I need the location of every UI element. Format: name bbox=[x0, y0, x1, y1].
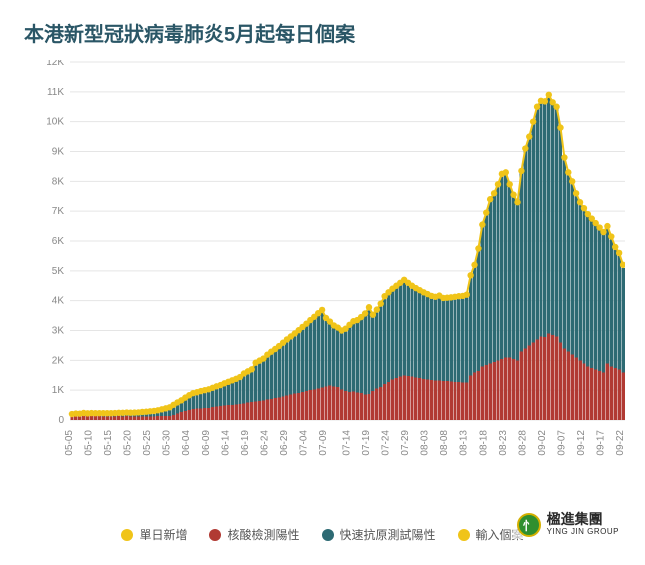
logo-en: YING JIN GROUP bbox=[547, 528, 619, 536]
svg-text:08-03: 08-03 bbox=[420, 430, 431, 456]
legend-item-pcr_positive: 核酸檢測陽性 bbox=[209, 526, 299, 543]
legend-swatch-icon bbox=[121, 529, 133, 541]
svg-text:05-25: 05-25 bbox=[142, 430, 153, 456]
legend-label: 單日新增 bbox=[139, 526, 187, 543]
svg-text:09-12: 09-12 bbox=[576, 430, 587, 456]
svg-text:06-24: 06-24 bbox=[259, 430, 270, 456]
svg-text:7K: 7K bbox=[52, 206, 65, 217]
svg-text:07-29: 07-29 bbox=[400, 430, 411, 456]
svg-text:06-04: 06-04 bbox=[181, 430, 192, 456]
legend-swatch-icon bbox=[458, 529, 470, 541]
svg-text:08-13: 08-13 bbox=[459, 430, 470, 456]
svg-text:0: 0 bbox=[58, 415, 64, 426]
svg-text:09-07: 09-07 bbox=[556, 430, 567, 456]
svg-text:08-28: 08-28 bbox=[517, 430, 528, 456]
svg-text:09-17: 09-17 bbox=[596, 430, 607, 456]
svg-text:07-19: 07-19 bbox=[361, 430, 372, 456]
svg-text:8K: 8K bbox=[52, 176, 65, 187]
svg-text:05-15: 05-15 bbox=[103, 430, 114, 456]
svg-text:3K: 3K bbox=[52, 326, 65, 337]
svg-text:06-29: 06-29 bbox=[279, 430, 290, 456]
legend-label: 快速抗原測試陽性 bbox=[340, 526, 436, 543]
chart-area: 0 1K 2K 3K 4K 5K 6K 7K 8K 9K 10K 11K 12K 05-05 05-10 05… bbox=[42, 60, 625, 480]
svg-text:10K: 10K bbox=[46, 117, 64, 128]
svg-text:1K: 1K bbox=[52, 385, 65, 396]
svg-text:05-10: 05-10 bbox=[83, 430, 94, 456]
legend-label: 核酸檢測陽性 bbox=[227, 526, 299, 543]
svg-text:6K: 6K bbox=[52, 236, 65, 247]
svg-text:06-09: 06-09 bbox=[201, 430, 212, 456]
svg-text:07-04: 07-04 bbox=[298, 430, 309, 456]
svg-text:06-14: 06-14 bbox=[220, 430, 231, 456]
logo-cn: 楹進集團 bbox=[547, 514, 619, 528]
logo-mark-icon: ⺖ bbox=[517, 513, 541, 537]
svg-text:5K: 5K bbox=[52, 266, 65, 277]
svg-text:09-22: 09-22 bbox=[615, 430, 625, 456]
svg-text:06-19: 06-19 bbox=[240, 430, 251, 456]
svg-text:07-24: 07-24 bbox=[381, 430, 392, 456]
svg-text:05-20: 05-20 bbox=[123, 430, 134, 456]
svg-text:07-14: 07-14 bbox=[341, 430, 352, 456]
chart-title: 本港新型冠狀病毒肺炎5月起每日個案 bbox=[24, 18, 355, 47]
svg-text:08-23: 08-23 bbox=[498, 430, 509, 456]
svg-text:4K: 4K bbox=[52, 296, 65, 307]
watermark-logo: ⺖ 楹進集團 YING JIN GROUP bbox=[513, 511, 623, 539]
svg-text:07-09: 07-09 bbox=[318, 430, 329, 456]
legend-item-rat_positive: 快速抗原測試陽性 bbox=[322, 526, 436, 543]
logo-text: 楹進集團 YING JIN GROUP bbox=[547, 514, 619, 536]
legend-item-daily_new: 單日新增 bbox=[121, 526, 187, 543]
legend-swatch-icon bbox=[322, 529, 334, 541]
svg-text:2K: 2K bbox=[52, 355, 65, 366]
svg-text:08-08: 08-08 bbox=[439, 430, 450, 456]
chart-svg: 0 1K 2K 3K 4K 5K 6K 7K 8K 9K 10K 11K 12K 05-05 05-10 05… bbox=[42, 60, 625, 480]
svg-text:08-18: 08-18 bbox=[478, 430, 489, 456]
svg-text:9K: 9K bbox=[52, 147, 65, 158]
svg-text:05-05: 05-05 bbox=[64, 430, 75, 456]
svg-text:11K: 11K bbox=[47, 87, 64, 98]
svg-text:05-30: 05-30 bbox=[162, 430, 173, 456]
legend-swatch-icon bbox=[209, 529, 221, 541]
svg-text:09-02: 09-02 bbox=[537, 430, 548, 456]
svg-text:12K: 12K bbox=[46, 60, 64, 68]
